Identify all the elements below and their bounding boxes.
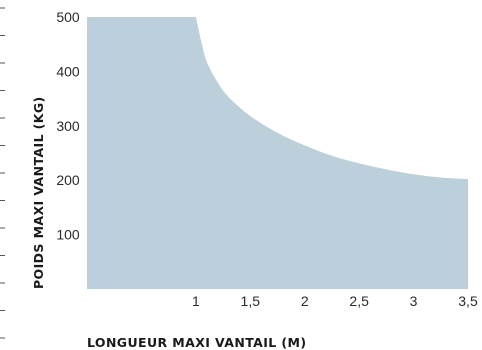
x-tick-label: 1,5 xyxy=(241,293,261,309)
y-axis-ticks: 500 400 300 200 100 xyxy=(56,9,80,243)
x-axis-ticks: 1 1,5 2 2,5 3 3,5 xyxy=(192,293,478,309)
x-tick-label: 3 xyxy=(410,293,418,309)
x-tick-label: 2 xyxy=(301,293,309,309)
y-tick-label: 200 xyxy=(56,172,80,188)
x-axis-label: LONGUEUR MAXI VANTAIL (M) xyxy=(87,335,306,350)
max-weight-area xyxy=(87,17,468,289)
x-tick-label: 1 xyxy=(192,293,200,309)
x-tick-label: 3,5 xyxy=(458,293,478,309)
y-tick-label: 400 xyxy=(56,63,80,79)
y-tick-label: 300 xyxy=(56,118,80,134)
y-tick-label: 100 xyxy=(56,227,80,243)
y-axis-label: POIDS MAXI VANTAIL (KG) xyxy=(31,96,46,289)
left-margin-dashes xyxy=(0,7,5,339)
y-tick-label: 500 xyxy=(56,9,80,25)
x-tick-label: 2,5 xyxy=(349,293,369,309)
